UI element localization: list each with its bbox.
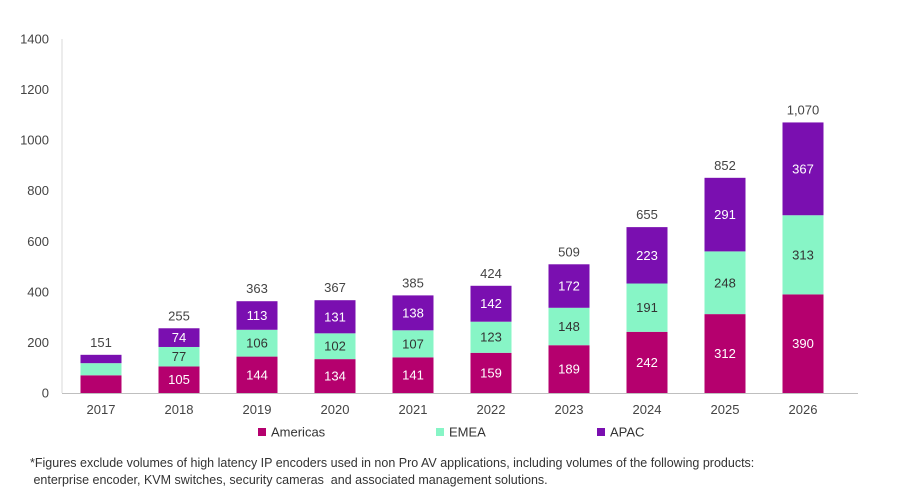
x-tick-label: 2026 xyxy=(789,402,818,417)
x-tick-label: 2018 xyxy=(165,402,194,417)
total-label: 1,070 xyxy=(787,102,820,117)
bar-segment-apac xyxy=(626,227,668,284)
y-tick-label: 1000 xyxy=(20,133,49,148)
bar-segment-americas xyxy=(392,357,434,393)
data-label-emea: 313 xyxy=(792,247,814,262)
bar-segment-emea xyxy=(704,251,746,315)
bar-segment-apac xyxy=(470,285,512,322)
bar-segment-emea xyxy=(80,363,122,376)
bar-segment-emea xyxy=(626,283,668,332)
data-label-apac: 223 xyxy=(636,248,658,263)
y-tick-label: 800 xyxy=(27,183,49,198)
bar-segment-americas xyxy=(314,359,356,393)
data-label-americas: 189 xyxy=(558,362,580,377)
total-label: 363 xyxy=(246,281,268,296)
legend-label-emea: EMEA xyxy=(449,425,486,440)
bar-segment-emea xyxy=(470,321,512,353)
bar-segment-apac xyxy=(548,264,590,308)
bar-segment-emea xyxy=(782,215,824,295)
y-tick-label: 200 xyxy=(27,335,49,350)
bar-segment-emea xyxy=(314,333,356,360)
legend-swatch-americas xyxy=(258,428,266,436)
total-label: 655 xyxy=(636,207,658,222)
data-label-americas: 105 xyxy=(168,372,190,387)
x-tick-label: 2017 xyxy=(87,402,116,417)
bar-segment-emea xyxy=(548,307,590,346)
footnote-line-2: enterprise encoder, KVM switches, securi… xyxy=(30,473,548,487)
footnote-line-1: *Figures exclude volumes of high latency… xyxy=(30,456,755,470)
bar-segment-americas xyxy=(626,331,668,393)
data-label-emea: 148 xyxy=(558,319,580,334)
x-axis: 2017 2018 2019 2020 2021 2022 2023 2024 2025 2026 xyxy=(62,393,858,417)
data-label-apac: 113 xyxy=(247,308,268,323)
bar-segment-americas xyxy=(548,345,590,393)
data-label-emea: 191 xyxy=(636,300,658,315)
y-tick-label: 1200 xyxy=(20,82,49,97)
total-label: 255 xyxy=(168,308,190,323)
y-tick-label: 1400 xyxy=(20,32,49,47)
data-label-americas: 390 xyxy=(792,336,814,351)
data-label-apac: 291 xyxy=(714,207,736,222)
y-axis: 0 200 400 600 800 1000 1200 1400 xyxy=(20,32,63,401)
total-label: 852 xyxy=(714,158,736,173)
y-tick-label: 400 xyxy=(27,284,49,299)
data-label-apac: 367 xyxy=(792,161,814,176)
x-tick-label: 2025 xyxy=(711,402,740,417)
data-label-apac: 172 xyxy=(558,279,580,294)
total-label: 367 xyxy=(324,280,346,295)
bar-segment-emea xyxy=(236,329,278,357)
data-label-americas: 159 xyxy=(480,365,502,380)
bars: 151 105 77 74 255 144 106 113 363 134 102 131 367 141… xyxy=(80,102,824,393)
total-label: 385 xyxy=(402,275,424,290)
x-tick-label: 2023 xyxy=(555,402,584,417)
bar-segment-apac xyxy=(392,295,434,331)
bar-segment-americas xyxy=(236,356,278,393)
data-label-americas: 134 xyxy=(324,369,346,384)
data-label-apac: 74 xyxy=(172,330,186,345)
data-label-emea: 248 xyxy=(714,275,736,290)
legend-swatch-emea xyxy=(436,428,444,436)
data-label-americas: 242 xyxy=(636,355,658,370)
bar-segment-americas xyxy=(80,375,122,393)
y-tick-label: 0 xyxy=(42,386,49,401)
data-label-emea: 77 xyxy=(172,349,186,364)
bar-segment-americas xyxy=(782,294,824,393)
data-label-americas: 312 xyxy=(714,346,736,361)
data-label-emea: 102 xyxy=(324,339,346,354)
total-label: 424 xyxy=(480,266,502,281)
footnote: *Figures exclude volumes of high latency… xyxy=(30,455,890,489)
y-tick-label: 600 xyxy=(27,234,49,249)
data-label-americas: 141 xyxy=(402,368,424,383)
bar-segment-apac xyxy=(80,354,122,364)
x-tick-label: 2022 xyxy=(477,402,506,417)
bar-segment-americas xyxy=(470,352,512,393)
total-label: 509 xyxy=(558,244,580,259)
data-label-apac: 142 xyxy=(480,296,502,311)
total-label: 151 xyxy=(90,335,112,350)
data-label-emea: 123 xyxy=(480,330,502,345)
bar-segment-emea xyxy=(158,346,200,367)
bar-segment-apac xyxy=(158,328,200,347)
legend-label-apac: APAC xyxy=(610,425,644,440)
data-label-americas: 144 xyxy=(246,367,268,382)
data-label-apac: 138 xyxy=(402,305,424,320)
x-tick-label: 2020 xyxy=(321,402,350,417)
legend-label-americas: Americas xyxy=(271,425,326,440)
legend: Americas EMEA APAC xyxy=(258,425,644,440)
data-label-emea: 106 xyxy=(246,336,268,351)
bar-segment-emea xyxy=(392,330,434,358)
data-label-apac: 131 xyxy=(324,309,346,324)
bar-segment-americas xyxy=(704,314,746,393)
x-tick-label: 2019 xyxy=(243,402,272,417)
x-tick-label: 2024 xyxy=(633,402,662,417)
data-label-emea: 107 xyxy=(402,336,424,351)
bar-segment-apac xyxy=(314,300,356,334)
legend-swatch-apac xyxy=(597,428,605,436)
bar-segment-apac xyxy=(782,122,824,216)
bar-segment-americas xyxy=(158,366,200,393)
bar-segment-apac xyxy=(236,301,278,330)
x-tick-label: 2021 xyxy=(399,402,428,417)
bar-segment-apac xyxy=(704,177,746,252)
